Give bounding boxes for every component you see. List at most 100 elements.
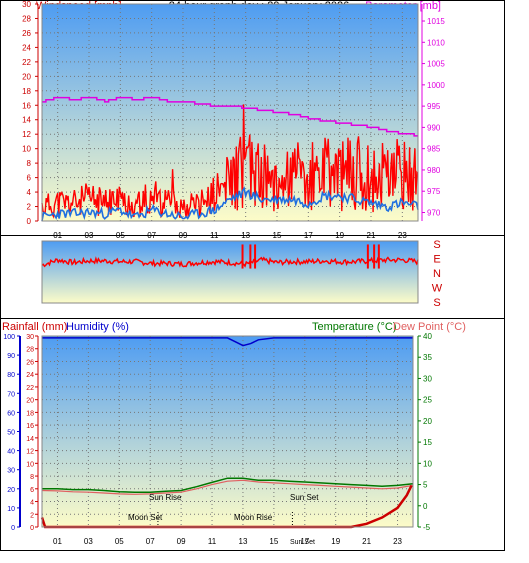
temperature-tick-label: 5 [423, 481, 428, 490]
hour-tick-label: 23 [398, 231, 407, 240]
wind-tick-label: 28 [22, 14, 31, 23]
hour-tick-label: 01 [53, 231, 62, 240]
moon-set-label: Moon Set [128, 513, 163, 522]
hour-tick-label: 11 [208, 537, 217, 546]
wind-plot-border [41, 3, 419, 222]
humidity-tick-label: 60 [7, 410, 15, 417]
temperature-tick-label: 15 [423, 438, 432, 447]
hour-tick-label: 17 [300, 537, 309, 546]
average-wind-line [41, 186, 419, 222]
humidity-tick-label: 0 [11, 525, 15, 532]
rainfall-tick-label: 12 [26, 449, 34, 456]
sun-rise-label: Sun Rise [149, 493, 182, 502]
barometer-tick-label: 1015 [427, 17, 445, 26]
hour-tick-label: 15 [273, 231, 282, 240]
temperature-tick-label: 30 [423, 374, 432, 383]
temperature-tick-label: 35 [423, 353, 432, 362]
temperature-tick-label: -5 [423, 523, 431, 532]
hour-tick-label: 21 [362, 537, 371, 546]
humidity-tick-label: 30 [7, 468, 15, 475]
top-section-frame [0, 0, 505, 236]
barometer-line [42, 96, 418, 137]
humidity-tick-label: 90 [7, 353, 15, 360]
windspeed-line [41, 104, 419, 219]
barometer-tick-label: 1010 [427, 38, 445, 47]
wind-tick-label: 4 [27, 188, 32, 197]
barometer-tick-label: 995 [427, 102, 441, 111]
rainfall-label: Rainfall (mm) [2, 321, 67, 333]
compass-label: S [433, 297, 440, 309]
temp-plot-area [42, 336, 413, 527]
wind-tick-label: 10 [22, 145, 31, 154]
compass-label: S [433, 239, 440, 251]
humidity-tick-label: 80 [7, 372, 15, 379]
rainfall-tick-label: 2 [30, 512, 34, 519]
wind-tick-label: 24 [22, 43, 31, 52]
hour-tick-label: 03 [85, 231, 94, 240]
barometer-tick-label: 975 [427, 187, 441, 196]
barometer-tick-label: 980 [427, 166, 441, 175]
wind-tick-label: 26 [22, 29, 31, 38]
hour-tick-label: 17 [304, 231, 313, 240]
hour-tick-label: 15 [269, 537, 278, 546]
rainfall-tick-label: 30 [26, 334, 34, 341]
barometer-tick-label: 970 [427, 208, 441, 217]
sun-set-label: Sun Set [290, 493, 319, 502]
barometer-tick-label: 1005 [427, 60, 445, 69]
temperature-label: Temperature (°C) [312, 321, 396, 333]
rainfall-tick-label: 10 [26, 461, 34, 468]
wind-tick-label: 22 [22, 58, 31, 67]
rainfall-tick-label: 4 [30, 500, 34, 507]
wind-tick-label: 18 [22, 87, 31, 96]
wind-tick-label: 16 [22, 101, 31, 110]
hour-tick-label: 23 [393, 537, 402, 546]
temperature-axis: -5 0 5 10 15 20 25 30 35 40 [417, 332, 432, 532]
temperature-line [42, 477, 414, 493]
barometer-tick-label: 985 [427, 145, 441, 154]
hour-tick-label: 07 [147, 231, 156, 240]
dewpoint-label: Dew Point (°C) [393, 321, 466, 333]
hour-tick-label: 09 [177, 537, 186, 546]
rainfall-tick-label: 16 [26, 423, 34, 430]
humidity-line [42, 337, 413, 347]
wind-direction-line [41, 256, 419, 268]
temperature-tick-label: 0 [423, 502, 428, 511]
wind-tick-label: 14 [22, 116, 31, 125]
hour-tick-label: 19 [335, 231, 344, 240]
bottom-hour-axis: 01 03 05 07 09 11 13 15 17 19 21 23 [53, 537, 403, 546]
humidity-tick-label: 40 [7, 449, 15, 456]
wind-tick-label: 6 [27, 174, 32, 183]
rainfall-tick-label: 18 [26, 410, 34, 417]
hour-tick-label: 03 [84, 537, 93, 546]
hour-tick-label: 13 [239, 537, 248, 546]
barometer-tick-label: 990 [427, 123, 441, 132]
rainfall-tick-label: 24 [26, 372, 34, 379]
direction-plot-area [42, 241, 418, 303]
hour-tick-label: 11 [210, 231, 219, 240]
rainfall-tick-label: 28 [26, 347, 34, 354]
wind-tick-label: 12 [22, 130, 31, 139]
moon-rise-label: Moon Rise [234, 513, 273, 522]
rainfall-tick-label: 22 [26, 385, 34, 392]
hour-tick-label: 19 [331, 537, 340, 546]
humidity-label: Humidity (%) [66, 321, 129, 333]
wind-tick-label: 0 [27, 217, 32, 226]
hour-tick-label: 13 [241, 231, 250, 240]
temp-plot-border [41, 335, 414, 528]
sun-set-axis-label: Sun Set [290, 539, 315, 546]
direction-plot-border [41, 240, 419, 304]
compass-label: N [433, 268, 441, 280]
rainfall-tick-label: 20 [26, 398, 34, 405]
temperature-tick-label: 10 [423, 459, 432, 468]
hour-tick-label: 07 [146, 537, 155, 546]
humidity-tick-label: 70 [7, 391, 15, 398]
humidity-tick-label: 10 [7, 506, 15, 513]
wind-tick-label: 30 [22, 0, 31, 9]
compass-label: E [433, 254, 440, 266]
dewpoint-line [41, 479, 414, 495]
